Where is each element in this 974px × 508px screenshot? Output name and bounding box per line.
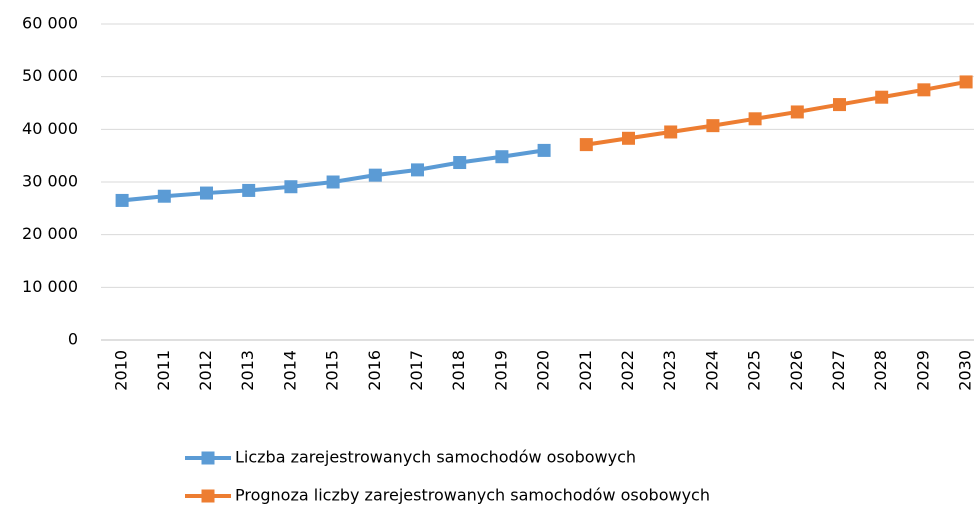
marker [453, 156, 467, 170]
marker [959, 75, 973, 89]
y-tick-label: 0 [68, 330, 78, 349]
y-tick-label: 40 000 [22, 119, 78, 138]
x-tick-label: 2027 [829, 350, 848, 391]
x-tick-label: 2017 [407, 350, 426, 391]
series-line [586, 79, 967, 147]
marker [411, 163, 424, 177]
x-tick-label: 2011 [154, 350, 173, 391]
marker [664, 125, 678, 139]
marker [326, 175, 340, 189]
x-tick-label: 2026 [787, 350, 806, 391]
marker [748, 112, 762, 126]
marker [537, 143, 551, 157]
marker [368, 168, 382, 182]
x-tick-label: 2020 [534, 350, 553, 391]
legend-label: Prognoza liczby zarejestrowanych samocho… [235, 486, 710, 505]
marker [157, 189, 171, 203]
x-tick-label: 2023 [660, 350, 679, 391]
legend-label: Liczba zarejestrowanych samochodów osobo… [235, 448, 636, 467]
y-tick-label: 50 000 [22, 66, 78, 85]
x-tick-label: 2013 [238, 350, 257, 391]
marker [284, 180, 298, 194]
marker [875, 90, 889, 104]
marker [115, 193, 129, 207]
marker [917, 83, 931, 97]
x-tick-label: 2025 [745, 350, 764, 391]
x-tick-label: 2022 [618, 350, 637, 391]
marker [790, 105, 804, 119]
marker [200, 186, 213, 200]
y-tick-label: 60 000 [22, 14, 78, 33]
x-tick-label: 2010 [112, 350, 131, 391]
series-line [121, 148, 545, 203]
legend-marker [201, 451, 215, 465]
x-tick-label: 2016 [365, 350, 384, 391]
x-tick-label: 2019 [491, 350, 510, 391]
x-tick-label: 2029 [913, 350, 932, 391]
x-tick-label: 2030 [956, 350, 974, 391]
marker [833, 98, 846, 112]
marker [579, 138, 593, 152]
legend-marker [201, 489, 215, 503]
x-tick-label: 2021 [576, 350, 595, 391]
y-tick-label: 30 000 [22, 172, 78, 191]
x-tick-label: 2018 [449, 350, 468, 391]
marker [706, 119, 720, 133]
x-tick-label: 2012 [196, 350, 215, 391]
x-tick-label: 2014 [280, 350, 299, 391]
x-tick-label: 2028 [871, 350, 890, 391]
marker [242, 183, 256, 197]
x-tick-label: 2015 [323, 350, 342, 391]
marker [495, 150, 509, 164]
y-tick-label: 20 000 [22, 224, 78, 243]
y-tick-label: 10 000 [22, 277, 78, 296]
x-tick-label: 2024 [702, 350, 721, 391]
marker [622, 131, 635, 145]
